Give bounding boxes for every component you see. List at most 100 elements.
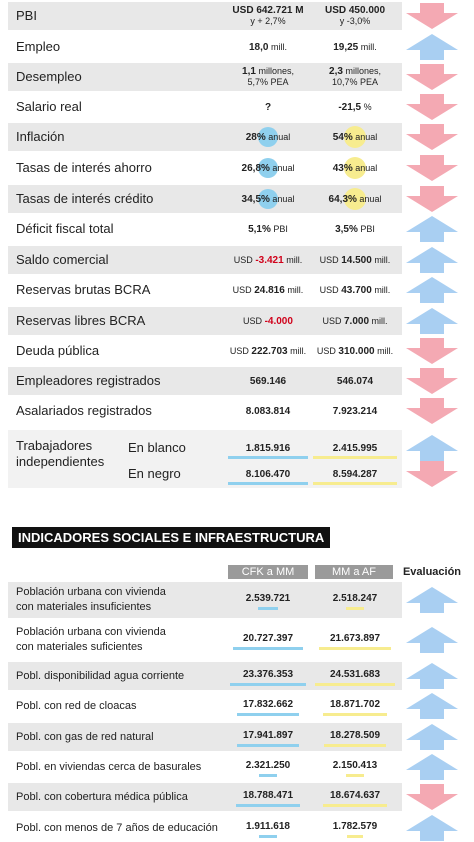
value-line: 1,1 millones, <box>223 66 313 77</box>
evaluation-arrow <box>406 461 458 487</box>
value: 7.000 <box>343 315 370 327</box>
value-cell: 2.415.995 <box>310 443 400 454</box>
value-cell: 8.106.470 <box>223 469 313 480</box>
value-line: USD 450.000 <box>310 5 400 16</box>
arrow-shape <box>406 587 458 613</box>
value-cell: USD 24.816 mill. <box>223 285 313 296</box>
value: 8.594.287 <box>332 468 378 480</box>
value-prefix: USD <box>243 315 263 326</box>
value-unit: anual <box>268 131 291 142</box>
evaluation-arrow <box>406 64 458 90</box>
bar <box>318 647 392 650</box>
row-label: Asalariados registrados <box>16 403 152 418</box>
row-label: Empleo <box>16 39 61 54</box>
value-prefix: USD <box>319 284 339 295</box>
value-cell: 43% anual <box>310 163 400 174</box>
column-header: Evaluación <box>402 566 462 578</box>
evaluation-arrow <box>406 663 458 689</box>
sub-label: En negro <box>128 466 181 481</box>
evaluation-arrow <box>406 398 458 424</box>
row-label: Deuda pública <box>16 343 100 358</box>
row-band <box>8 63 402 91</box>
bar <box>237 744 299 747</box>
value-unit: mill. <box>286 254 303 265</box>
value-line: USD 222.703 mill. <box>223 346 313 357</box>
row-label: con materiales suficientes <box>16 641 143 653</box>
row-band <box>8 123 402 151</box>
value-cell: USD 43.700 mill. <box>310 285 400 296</box>
value: 1,1 <box>242 66 256 77</box>
value-cell: USD 310.000 mill. <box>310 346 400 357</box>
row-label: Salario real <box>16 99 82 114</box>
value-unit: mill. <box>270 41 287 52</box>
bar <box>259 835 277 838</box>
value-cell: ? <box>223 102 313 113</box>
value-line: 8.083.814 <box>223 406 313 417</box>
evaluation-arrow <box>406 693 458 719</box>
arrow-shape <box>406 186 458 212</box>
value-line: 34,5% anual <box>223 194 313 205</box>
value: 14.500 <box>341 254 372 266</box>
value-unit: % <box>363 101 372 112</box>
value-prefix: USD <box>316 345 336 356</box>
value-cell: USD 450.000 y -3,0% <box>310 5 400 27</box>
arrow-shape <box>406 64 458 90</box>
row-label: Reservas libres BCRA <box>16 313 146 328</box>
value: USD 642.721 M <box>232 5 304 16</box>
row-band <box>8 582 402 618</box>
arrow-shape <box>406 124 458 150</box>
value: 43.700 <box>341 284 372 296</box>
value-prefix: USD <box>232 284 252 295</box>
value: 8.106.470 <box>245 468 291 480</box>
value-line: 28% anual <box>223 132 313 143</box>
value-cell: 3,5% PBI <box>310 224 400 235</box>
arrow-shape <box>406 216 458 242</box>
value: 546.074 <box>336 375 374 387</box>
value-sub: y + 2,7% <box>250 16 286 26</box>
value-unit: mill. <box>360 41 377 52</box>
value-unit: millones, <box>258 66 294 76</box>
value: 1.911.618 <box>246 821 290 832</box>
value: 18.278.509 <box>329 730 381 741</box>
value-line: USD 14.500 mill. <box>310 255 400 266</box>
value-cell: 8.083.814 <box>223 406 313 417</box>
value: 18.674.637 <box>329 790 381 801</box>
value-line: USD 7.000 mill. <box>310 316 400 327</box>
arrow-shape <box>406 155 458 181</box>
value-cell: 5,1% PBI <box>223 224 313 235</box>
value: 24.816 <box>254 284 285 296</box>
value: 2,3 <box>329 66 343 77</box>
value: 54% <box>332 131 353 143</box>
value: 26,8% <box>241 162 270 174</box>
bar <box>228 482 308 485</box>
arrow-shape <box>406 247 458 273</box>
column-header: CFK a MM <box>228 565 308 579</box>
value-line: USD 642.721 M <box>223 5 313 16</box>
arrow-shape <box>406 435 458 461</box>
value-unit: mill. <box>374 254 391 265</box>
row-label: Desempleo <box>16 69 82 84</box>
value-sub: 10,7% PEA <box>331 77 379 87</box>
arrow-shape <box>406 754 458 780</box>
value-unit: mill. <box>377 345 394 356</box>
value-cell: 18,0 mill. <box>223 42 313 53</box>
value: 19,25 <box>333 41 359 53</box>
evaluation-arrow <box>406 94 458 120</box>
value-line: USD 24.816 mill. <box>223 285 313 296</box>
value: 2.518.247 <box>332 593 378 604</box>
arrow-shape <box>406 398 458 424</box>
value-line: 2.415.995 <box>310 443 400 454</box>
value-line: USD 310.000 mill. <box>310 346 400 357</box>
arrow-shape <box>406 815 458 841</box>
value-line: 2,3 millones, <box>310 66 400 77</box>
value-line: 43% anual <box>310 163 400 174</box>
row-label: con materiales insuficientes <box>16 601 152 613</box>
value-unit: anual <box>359 193 382 204</box>
value: 2.415.995 <box>332 442 378 454</box>
value-line: 546.074 <box>310 376 400 387</box>
evaluation-arrow <box>406 368 458 394</box>
circle <box>344 126 366 148</box>
row-label: Pobl. con menos de 7 años de educación <box>16 821 218 834</box>
value-line: 26,8% anual <box>223 163 313 174</box>
